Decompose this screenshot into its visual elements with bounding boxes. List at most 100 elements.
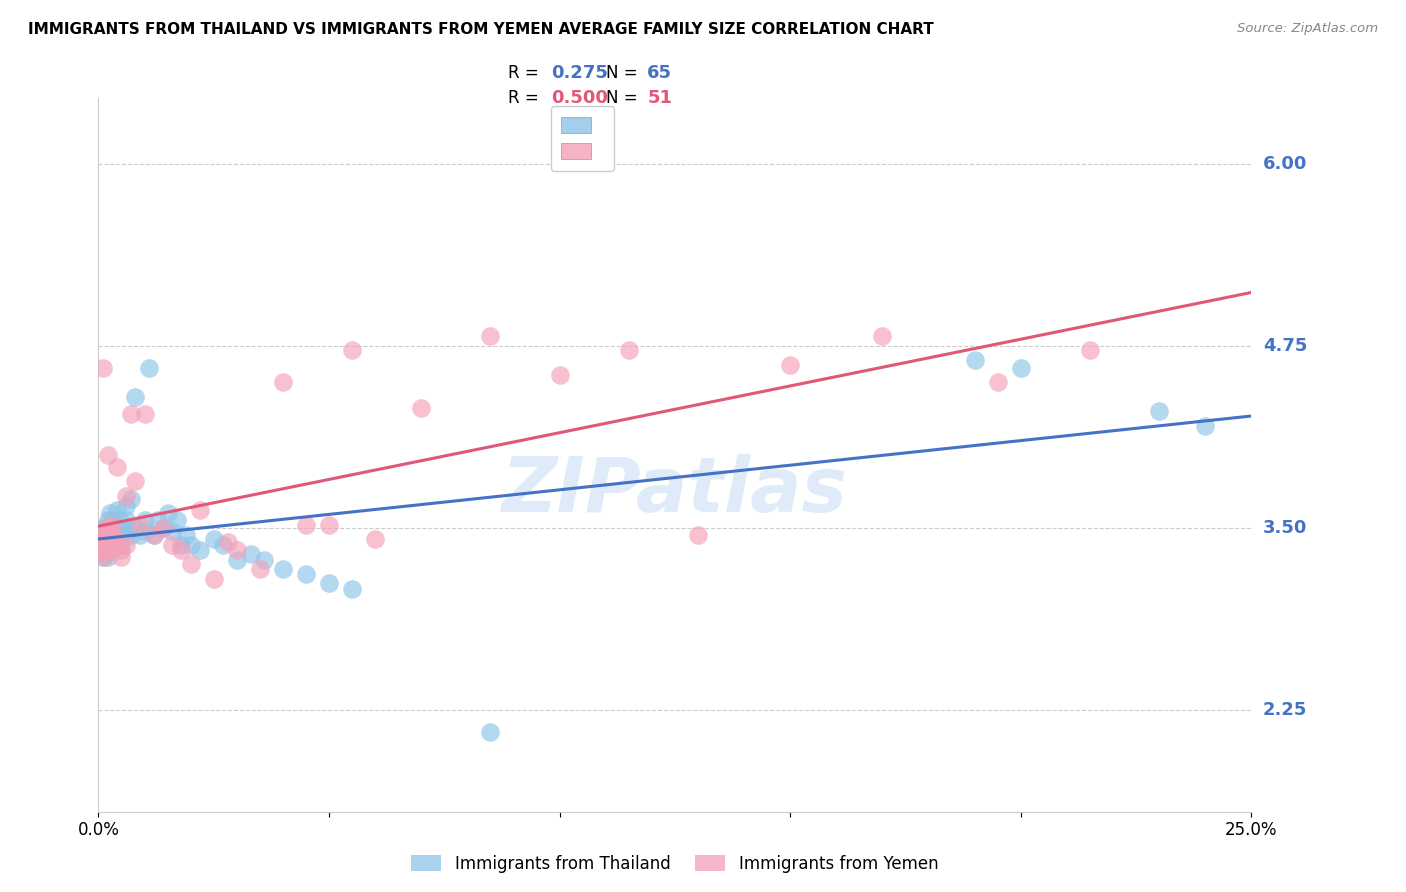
Point xyxy=(103,528,125,542)
Point xyxy=(93,542,115,557)
Text: 3.50: 3.50 xyxy=(1263,519,1308,537)
Point xyxy=(97,513,120,527)
Point xyxy=(180,538,202,552)
Text: 65: 65 xyxy=(647,64,672,82)
Point xyxy=(1147,404,1170,418)
Point xyxy=(97,521,120,535)
Point xyxy=(225,542,247,557)
Point xyxy=(548,368,571,382)
Point xyxy=(97,542,120,557)
Point xyxy=(90,535,112,549)
Point xyxy=(91,535,114,549)
Point xyxy=(124,474,146,488)
Point xyxy=(110,528,132,542)
Point xyxy=(1010,360,1032,375)
Text: 6.00: 6.00 xyxy=(1263,154,1308,173)
Point xyxy=(110,542,132,557)
Point xyxy=(98,506,121,520)
Point xyxy=(93,528,115,542)
Text: N =: N = xyxy=(606,89,643,107)
Point xyxy=(479,724,502,739)
Point xyxy=(115,538,138,552)
Point xyxy=(340,343,363,357)
Point xyxy=(91,549,114,564)
Point xyxy=(202,572,225,586)
Point xyxy=(98,533,121,547)
Point xyxy=(180,557,202,571)
Point xyxy=(318,576,340,591)
Point xyxy=(98,528,121,542)
Point xyxy=(110,538,132,552)
Point xyxy=(94,528,117,542)
Point xyxy=(295,517,318,532)
Point xyxy=(93,549,115,564)
Point xyxy=(98,538,121,552)
Point xyxy=(96,535,118,549)
Point xyxy=(120,528,142,542)
Point xyxy=(96,538,118,552)
Point xyxy=(188,503,211,517)
Point xyxy=(253,553,276,567)
Point xyxy=(108,513,131,527)
Point xyxy=(94,521,117,535)
Text: IMMIGRANTS FROM THAILAND VS IMMIGRANTS FROM YEMEN AVERAGE FAMILY SIZE CORRELATIO: IMMIGRANTS FROM THAILAND VS IMMIGRANTS F… xyxy=(28,22,934,37)
Point xyxy=(129,517,152,532)
Point xyxy=(90,542,112,557)
Point xyxy=(479,328,502,343)
Point xyxy=(115,513,138,527)
Point xyxy=(239,547,262,561)
Point xyxy=(249,561,271,575)
Point xyxy=(110,549,132,564)
Point xyxy=(617,343,640,357)
Legend: Immigrants from Thailand, Immigrants from Yemen: Immigrants from Thailand, Immigrants fro… xyxy=(405,848,945,880)
Point xyxy=(107,538,129,552)
Text: ZIPatlas: ZIPatlas xyxy=(502,454,848,527)
Point xyxy=(188,542,211,557)
Point xyxy=(101,542,124,557)
Point xyxy=(212,538,235,552)
Point xyxy=(1078,343,1101,357)
Point xyxy=(105,503,128,517)
Point xyxy=(97,448,120,462)
Point xyxy=(105,528,128,542)
Point xyxy=(1194,418,1216,433)
Point xyxy=(117,524,139,538)
Point xyxy=(872,328,894,343)
Point xyxy=(686,528,709,542)
Point xyxy=(134,513,156,527)
Point xyxy=(156,506,179,520)
Point xyxy=(124,390,146,404)
Point xyxy=(94,521,117,535)
Text: 4.75: 4.75 xyxy=(1263,336,1308,355)
Point xyxy=(120,407,142,421)
Point xyxy=(217,535,239,549)
Point xyxy=(97,549,120,564)
Point xyxy=(97,528,120,542)
Point xyxy=(115,499,138,513)
Point xyxy=(97,521,120,535)
Point xyxy=(166,513,188,527)
Point xyxy=(94,542,117,557)
Point xyxy=(138,360,160,375)
Point xyxy=(152,521,174,535)
Point xyxy=(963,353,986,368)
Point xyxy=(152,521,174,535)
Point xyxy=(91,360,114,375)
Point xyxy=(134,407,156,421)
Point xyxy=(124,521,146,535)
Point xyxy=(987,375,1010,389)
Point xyxy=(115,489,138,503)
Point xyxy=(411,401,433,416)
Point xyxy=(170,538,193,552)
Point xyxy=(271,375,294,389)
Point xyxy=(103,521,125,535)
Point xyxy=(160,524,183,538)
Point xyxy=(170,542,193,557)
Point xyxy=(295,567,318,582)
Point xyxy=(105,459,128,474)
Text: Source: ZipAtlas.com: Source: ZipAtlas.com xyxy=(1237,22,1378,36)
Point xyxy=(94,533,117,547)
Point xyxy=(91,521,114,535)
Point xyxy=(103,533,125,547)
Text: R =: R = xyxy=(508,89,544,107)
